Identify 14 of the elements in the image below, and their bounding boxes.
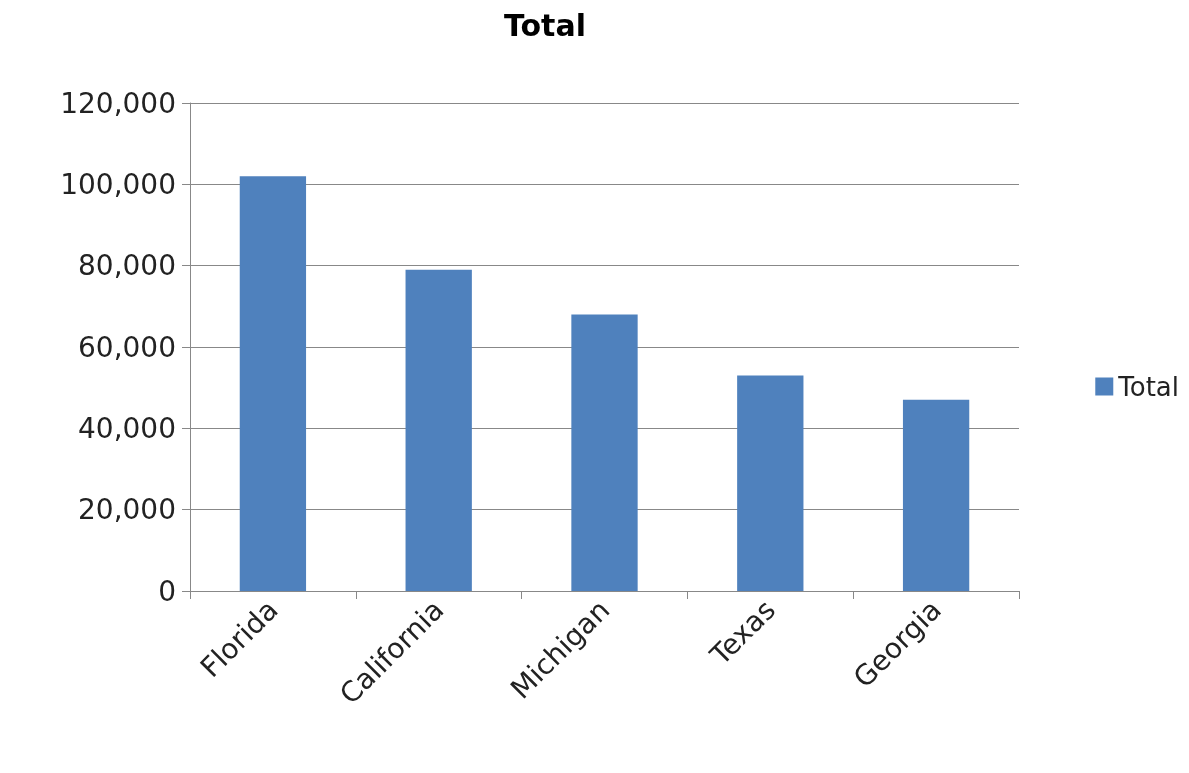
bar (737, 375, 804, 591)
bar (239, 176, 307, 591)
y-tick-label: 20,000 (78, 493, 176, 527)
y-tick-label: 100,000 (60, 167, 176, 201)
legend-label: Total (1117, 371, 1180, 402)
bar (571, 314, 638, 591)
y-tick-label: 120,000 (60, 86, 176, 120)
y-tick-label: 60,000 (78, 330, 176, 364)
y-tick-label: 40,000 (78, 411, 176, 445)
y-tick-label: 0 (158, 574, 176, 608)
y-tick-label: 80,000 (78, 249, 176, 283)
bar (405, 269, 472, 591)
chart-title: Total (504, 7, 586, 43)
bar (902, 399, 970, 591)
